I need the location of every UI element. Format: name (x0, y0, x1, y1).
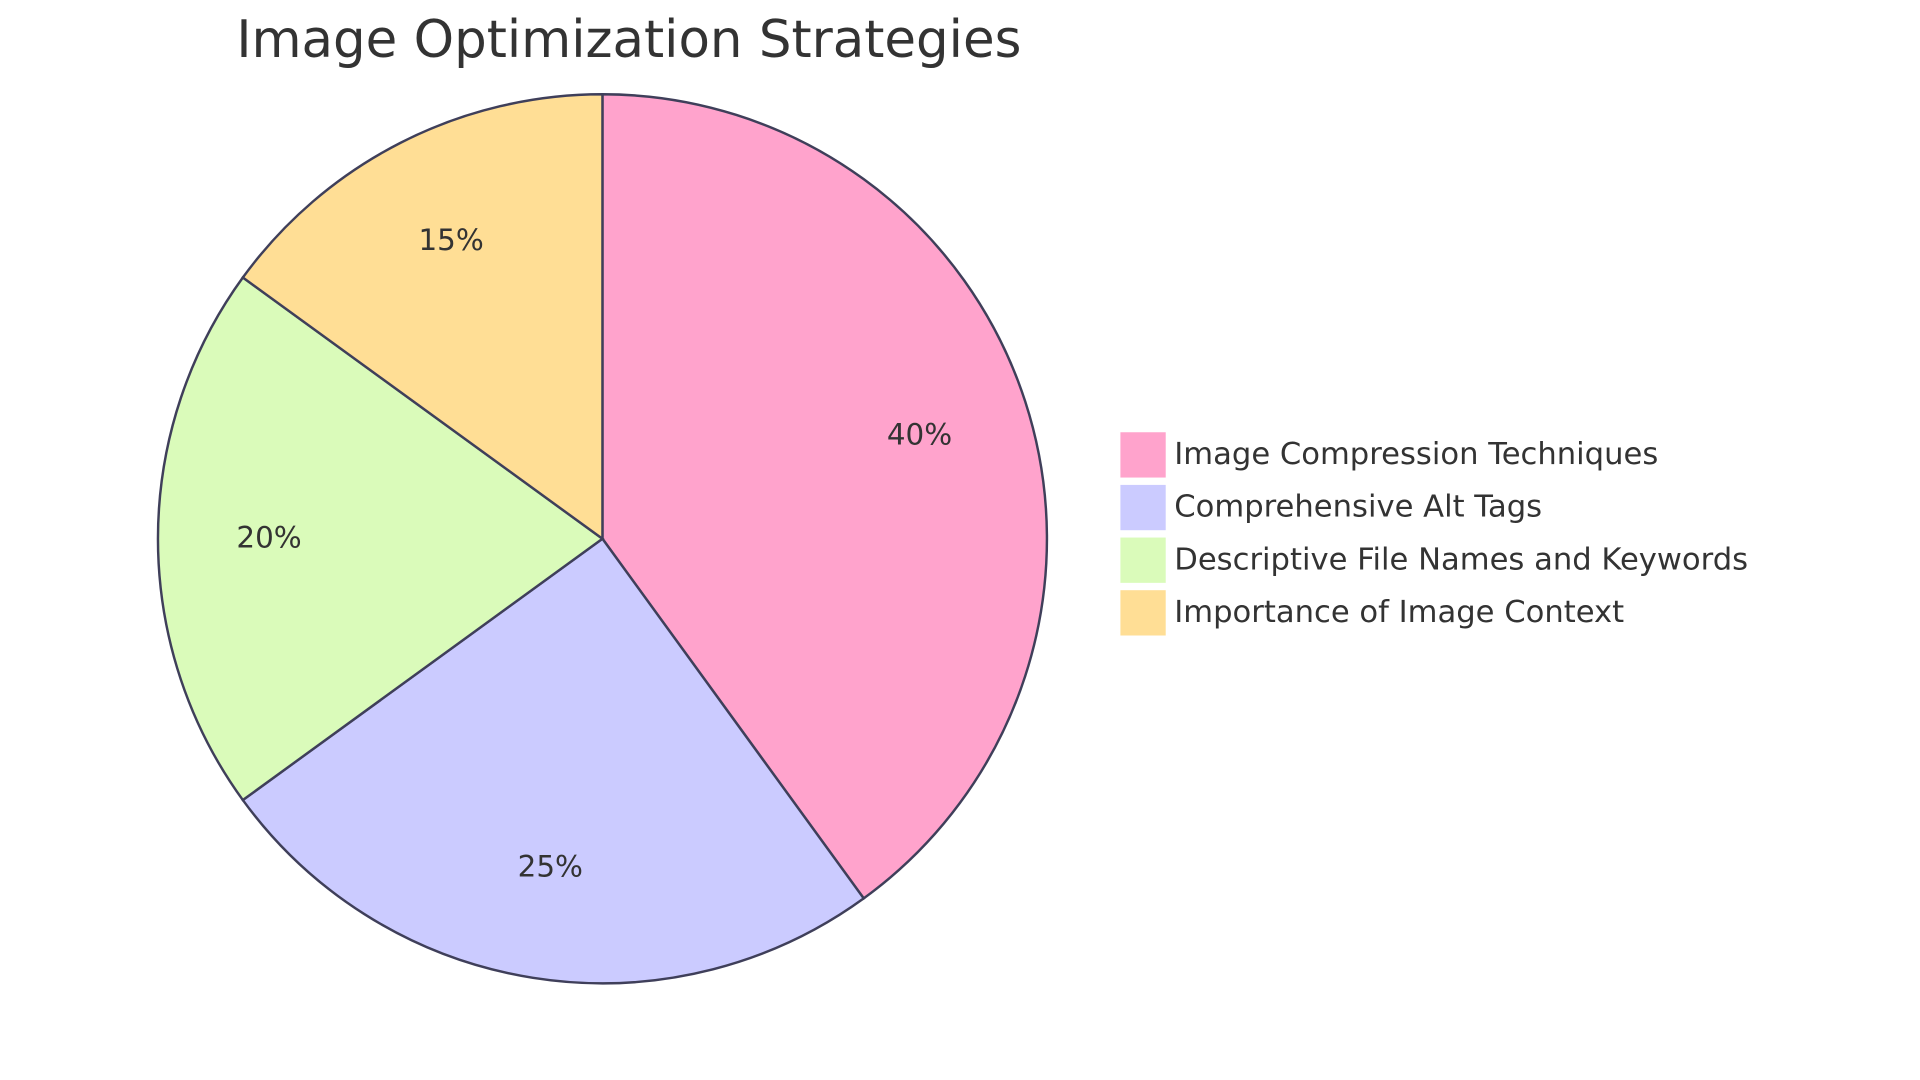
slice-label: 40% (887, 417, 952, 451)
slice-label: 25% (518, 850, 583, 884)
pie-slice (601, 93, 1049, 901)
pie-slice (241, 537, 866, 985)
chart-title: Image Optimization Strategies (236, 10, 1021, 70)
legend-label: Descriptive File Names and Keywords (1174, 542, 1748, 577)
legend-label: Image Compression Techniques (1174, 437, 1658, 472)
pie-slice (241, 93, 604, 542)
legend-label: Comprehensive Alt Tags (1174, 490, 1542, 525)
pie-slice (156, 275, 605, 802)
legend-swatch (1120, 432, 1166, 478)
slice-label: 20% (236, 520, 301, 554)
legend-swatch (1120, 484, 1166, 531)
slice-label: 15% (418, 223, 483, 257)
legend-swatch (1120, 590, 1166, 636)
legend-label: Importance of Image Context (1174, 595, 1624, 630)
legend-swatch (1120, 537, 1166, 583)
